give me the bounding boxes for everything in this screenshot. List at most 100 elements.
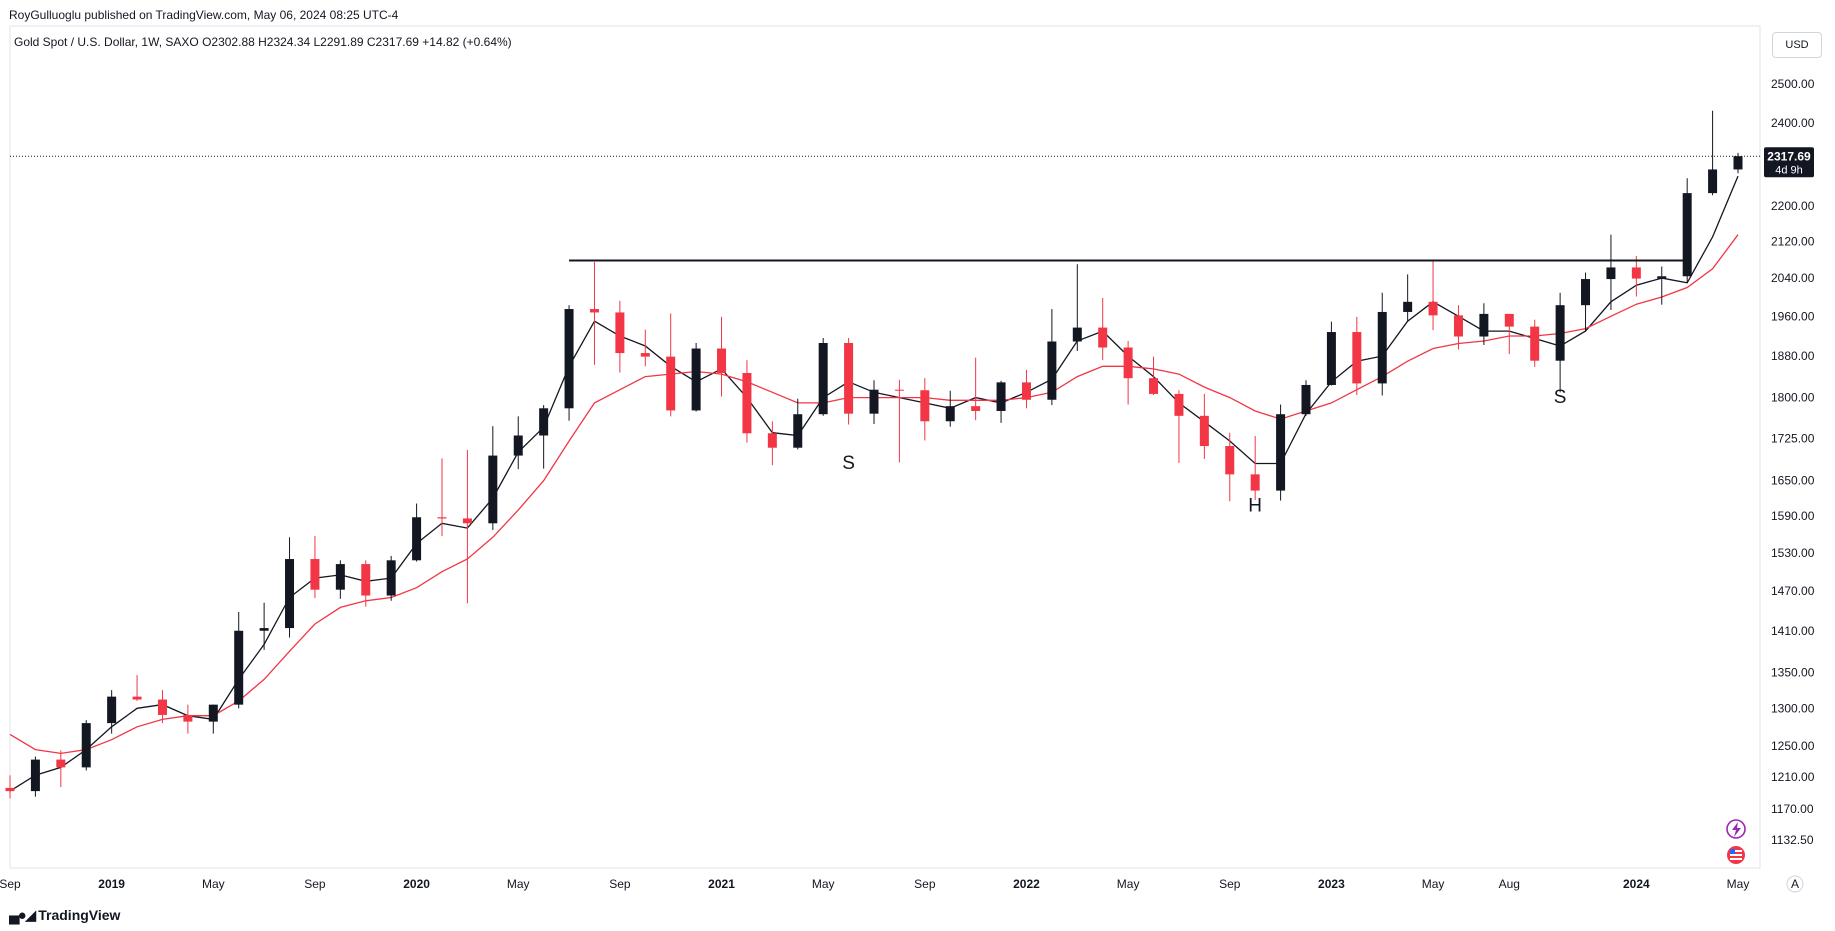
price-tick-label: 1960.00 (1771, 309, 1815, 323)
candle-body (717, 348, 727, 374)
candle (1504, 313, 1514, 355)
plot-frame (9, 25, 1761, 869)
candle-body (539, 408, 549, 436)
candle (1326, 321, 1336, 386)
candle-body (971, 406, 981, 411)
currency-button[interactable]: USD (1772, 32, 1822, 58)
candle (1123, 340, 1133, 405)
candle-body (335, 564, 345, 590)
lightning-icon[interactable] (1726, 819, 1746, 839)
candle-body (742, 373, 752, 434)
price-tick-label: 1210.00 (1771, 770, 1815, 784)
candle-body (691, 348, 701, 411)
candle-body (1504, 313, 1514, 327)
candle (640, 329, 650, 367)
pattern-label: H (1248, 495, 1262, 516)
candle-body (1250, 474, 1260, 491)
candle (589, 261, 599, 365)
candle (30, 756, 40, 797)
candle (1276, 404, 1286, 501)
price-axis[interactable]: 1132.50 1170.00 1210.00 1250.00 1300.00 1350.… (1771, 77, 1815, 847)
candle-body (996, 382, 1006, 411)
time-tick-label: May (1117, 877, 1140, 891)
candle-body (869, 389, 879, 414)
candle (1021, 369, 1031, 409)
candle-body (666, 356, 676, 411)
candle-body (386, 560, 396, 596)
price-tick-label: 1350.00 (1771, 665, 1815, 679)
candle-body (437, 517, 447, 519)
time-tick-label: 2022 (1013, 877, 1040, 891)
candles (5, 110, 1743, 799)
candle (971, 357, 981, 421)
candle (1225, 432, 1235, 502)
time-tick-label: Sep (1219, 877, 1241, 891)
candle-body (564, 309, 574, 409)
candle-body (1047, 341, 1057, 400)
candle (945, 390, 955, 427)
candle (1708, 110, 1718, 196)
pattern-label: S (1554, 387, 1567, 408)
candle-body (285, 559, 295, 629)
tradingview-logo-icon: ▄●◢ (9, 907, 36, 924)
candle-body (513, 435, 523, 456)
time-tick-label: Aug (1499, 877, 1520, 891)
candle-body (1479, 313, 1489, 337)
candle-body (488, 455, 498, 524)
candle (1199, 393, 1209, 459)
price-tag-value: 2317.69 (1767, 149, 1811, 163)
price-tick-label: 2400.00 (1771, 116, 1815, 130)
time-tick-label: 2019 (98, 877, 125, 891)
price-tick-label: 2500.00 (1771, 77, 1815, 91)
price-tick-label: 1250.00 (1771, 739, 1815, 753)
candle-body (81, 723, 91, 768)
candle (81, 720, 91, 771)
auto-scale-button[interactable]: A (1786, 875, 1804, 893)
tradingview-logo[interactable]: ▄●◢ TradingView (9, 906, 120, 924)
candle-body (56, 759, 66, 768)
flag-icon[interactable] (1727, 846, 1745, 864)
candle-body (259, 628, 269, 631)
candle-body (894, 389, 904, 391)
candle-body (1606, 267, 1616, 280)
candle-body (1326, 332, 1336, 385)
candle (666, 313, 676, 417)
candle-body (157, 699, 167, 715)
candle (1250, 436, 1260, 500)
price-tick-label: 1880.00 (1771, 349, 1815, 363)
candle-body (1403, 301, 1413, 312)
price-tick-label: 1470.00 (1771, 584, 1815, 598)
price-tick-label: 1725.00 (1771, 431, 1815, 445)
time-tick-label: Sep (609, 877, 631, 891)
candle (1174, 390, 1184, 463)
candle (513, 416, 523, 470)
moving-average-fast (9, 175, 1739, 792)
time-tick-label: May (202, 877, 225, 891)
candle-body (234, 630, 244, 705)
candle-body (310, 559, 320, 590)
time-axis[interactable]: Sep 2019 May Sep 2020 May Sep 2021 May Sep 2022 May… (0, 877, 1749, 891)
candle-body (132, 696, 142, 700)
time-tick-label: Sep (304, 877, 326, 891)
candle-body (1708, 169, 1718, 194)
candle-body (1682, 193, 1692, 277)
candle-body (1225, 446, 1235, 475)
time-tick-label: 2020 (403, 877, 430, 891)
candle-body (1276, 414, 1286, 491)
candle (1072, 264, 1082, 352)
candle (1428, 260, 1438, 331)
candle (1682, 178, 1692, 283)
symbol-legend[interactable]: Gold Spot / U.S. Dollar, 1W, SAXO O2302.… (14, 35, 512, 49)
candle (1530, 319, 1540, 367)
candle-body (1199, 415, 1209, 447)
candle (1098, 297, 1108, 361)
candle-body (30, 759, 40, 792)
candle (1657, 266, 1667, 305)
candle (208, 704, 218, 734)
candle (1631, 255, 1641, 297)
price-tick-label: 1590.00 (1771, 509, 1815, 523)
price-tick-label: 1300.00 (1771, 701, 1815, 715)
candle (691, 342, 701, 412)
price-tick-label: 1132.50 (1771, 833, 1814, 847)
